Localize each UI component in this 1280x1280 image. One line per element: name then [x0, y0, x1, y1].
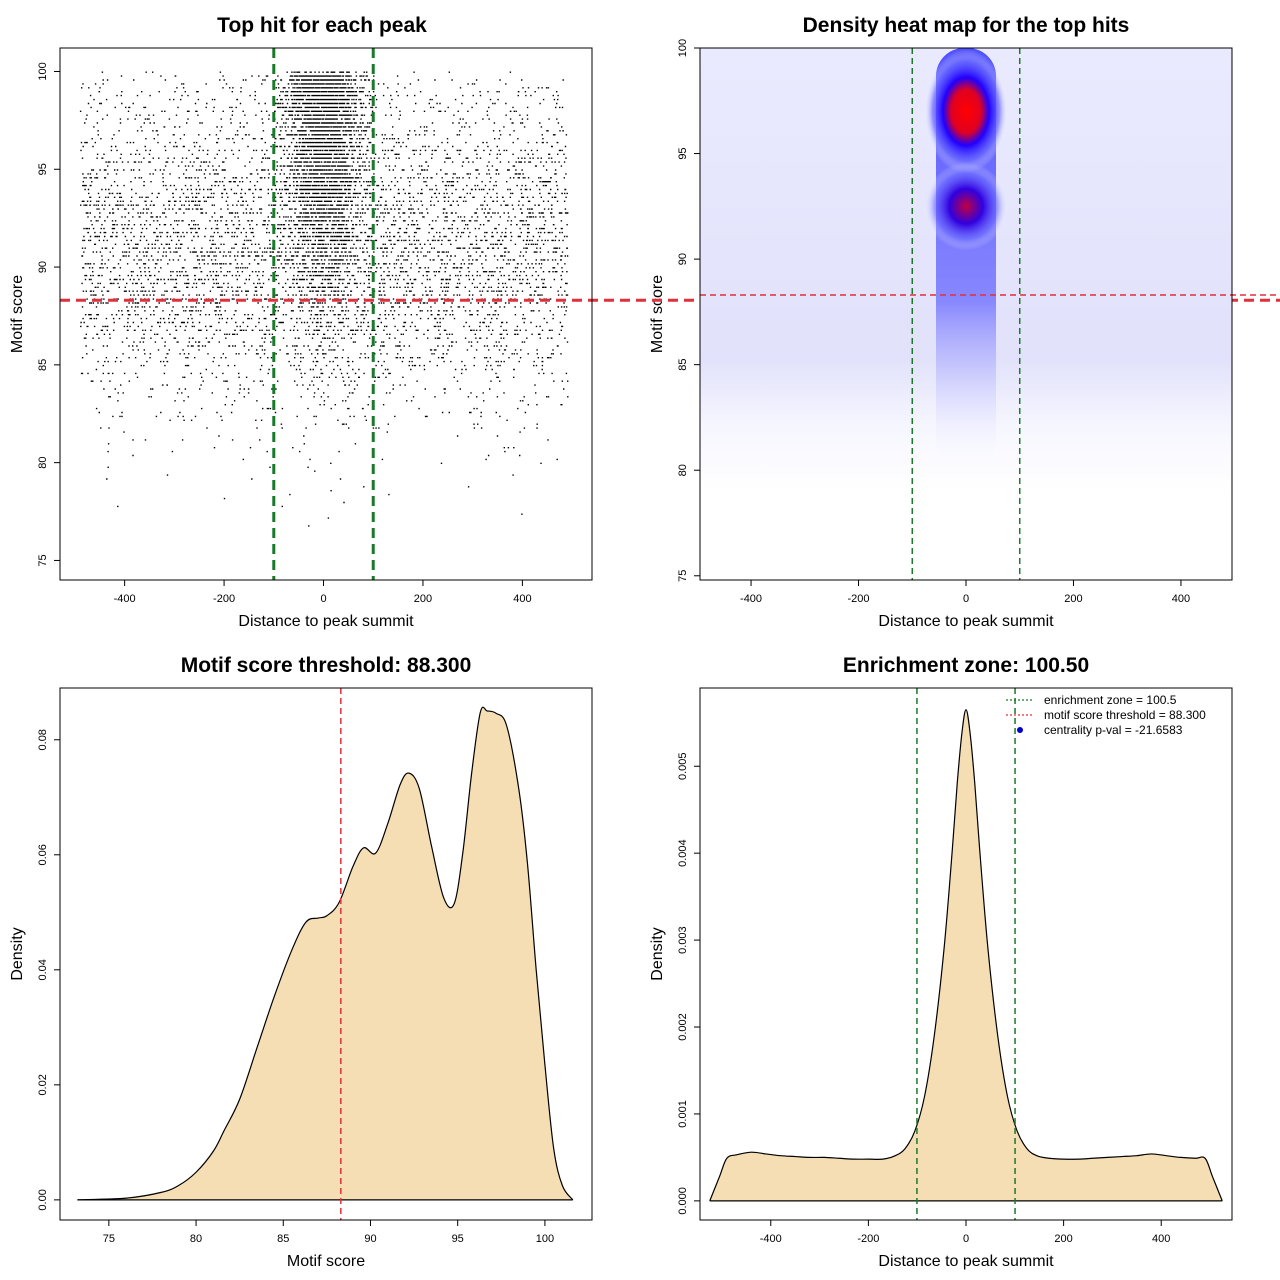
panel1-xlabel: Distance to peak summit — [238, 613, 414, 630]
density-fill — [709, 709, 1223, 1201]
panel1-ytick-label: 85 — [37, 359, 49, 371]
panel3-ytick-label: 0.00 — [37, 1189, 49, 1210]
panel1-ytick-label: 95 — [37, 163, 49, 175]
density-curve — [77, 706, 574, 1201]
panel2-ytick-label: 90 — [677, 253, 689, 265]
panel3-density — [77, 706, 574, 1201]
panel3-xtick-label: 90 — [364, 1233, 376, 1245]
panel4-ytick-label: 0.004 — [677, 839, 689, 867]
panel2-xtick-label: -200 — [848, 593, 870, 605]
panel3-ytick-label: 0.06 — [37, 844, 49, 865]
panel1-frame — [59, 47, 593, 581]
panel4-ytick-label: 0.000 — [677, 1187, 689, 1215]
panel1-ytick-label: 75 — [37, 554, 49, 566]
panel2-ytick-label: 75 — [677, 570, 689, 582]
panel4-xtick-label: 200 — [1054, 1233, 1072, 1245]
panel1-xtick-label: -200 — [213, 593, 235, 605]
panel3-xtick-label: 75 — [103, 1233, 115, 1245]
panel1-ytick-label: 90 — [37, 261, 49, 273]
panel2-heatmap — [700, 48, 1232, 580]
panel2-xtick-label: 200 — [1064, 593, 1082, 605]
panel3-ytick-label: 0.02 — [37, 1074, 49, 1095]
panel4-ytick-label: 0.001 — [677, 1100, 689, 1128]
panel3-ylabel: Density — [9, 927, 26, 980]
panel2-ytick-label: 100 — [677, 39, 689, 57]
panel4-ytick-label: 0.002 — [677, 1013, 689, 1041]
panel2-xlabel: Distance to peak summit — [878, 613, 1054, 630]
panel3-ytick-label: 0.08 — [37, 729, 49, 750]
legend-entry: centrality p-val = -21.6583 — [1044, 723, 1183, 737]
panel3-xtick-label: 80 — [190, 1233, 202, 1245]
panel4-ytick-label: 0.003 — [677, 926, 689, 954]
panel2-ytick-label: 95 — [677, 147, 689, 159]
panel4-xtick-label: -400 — [760, 1233, 782, 1245]
panel2-ylabel: Motif score — [649, 275, 666, 353]
panel3-ytick-label: 0.04 — [37, 959, 49, 980]
panel2-xtick-label: 0 — [963, 593, 969, 605]
panel4-xtick-label: 400 — [1152, 1233, 1170, 1245]
panel2-title: Density heat map for the top hits — [803, 14, 1130, 37]
legend-entry: enrichment zone = 100.5 — [1044, 693, 1177, 707]
panel4-xtick-label: -200 — [857, 1233, 879, 1245]
heatmap-hotspot — [924, 162, 1008, 251]
panel1-xtick-label: 200 — [414, 593, 432, 605]
panel4-xtick-label: 0 — [963, 1233, 969, 1245]
legend-entry: motif score threshold = 88.300 — [1044, 708, 1206, 722]
panel2-xtick-label: 400 — [1172, 593, 1190, 605]
panel2-ytick-label: 80 — [677, 464, 689, 476]
legend-point-symbol — [1017, 727, 1023, 733]
panel3-frame — [59, 687, 593, 1221]
heatmap-hotspot — [924, 49, 1008, 174]
panel1-xtick-label: -400 — [114, 593, 136, 605]
panel4-ytick-label: 0.005 — [677, 752, 689, 780]
density-curve — [709, 709, 1223, 1202]
panel4-title: Enrichment zone: 100.50 — [843, 654, 1089, 677]
panel2-xtick-label: -400 — [740, 593, 762, 605]
panel3-xtick-label: 100 — [536, 1233, 554, 1245]
panel1-title: Top hit for each peak — [217, 14, 427, 37]
panel1-ylabel: Motif score — [9, 275, 26, 353]
panel2-ytick-label: 85 — [677, 359, 689, 371]
plot-layer: -400 -200 0 200 400 75 80 85 90 95 100 -400 -200 0 200… — [37, 39, 1280, 1245]
panel3-xtick-label: 95 — [452, 1233, 464, 1245]
panel4-xlabel: Distance to peak summit — [878, 1253, 1054, 1270]
panel4-ylabel: Density — [649, 927, 666, 980]
panel3-title: Motif score threshold: 88.300 — [181, 654, 472, 677]
panel1-xtick-label: 0 — [320, 593, 326, 605]
panel3-xlabel: Motif score — [287, 1253, 365, 1270]
panel1-ytick-label: 100 — [37, 62, 49, 80]
panel4-density — [709, 709, 1223, 1202]
panel1-xtick-label: 400 — [513, 593, 531, 605]
panel3-xtick-label: 85 — [277, 1233, 289, 1245]
density-fill — [77, 707, 573, 1200]
panel1-ytick-label: 80 — [37, 457, 49, 469]
